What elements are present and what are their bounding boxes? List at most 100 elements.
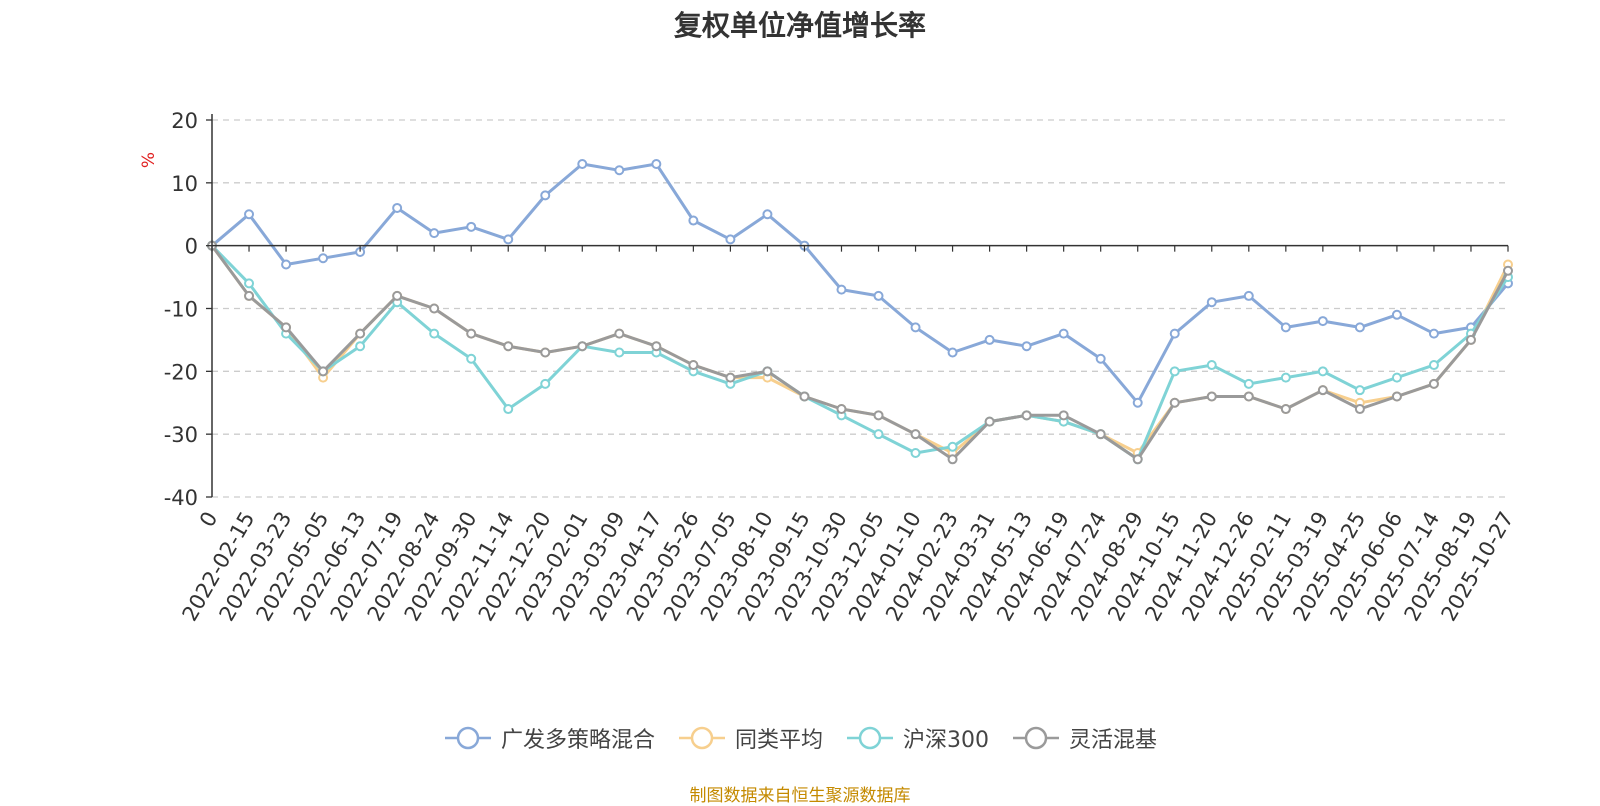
y-tick-label: -20 [164,360,198,384]
legend-item[interactable]: 同类平均 [677,722,823,754]
series-line [210,244,1510,455]
data-point [725,372,736,383]
legend-swatch [847,726,893,750]
legend-swatch [678,726,725,750]
data-point [281,259,292,270]
data-point [466,353,477,364]
data-point [1095,429,1106,440]
data-point [1206,297,1217,308]
data-point [836,284,847,295]
y-tick-label: -40 [164,486,198,510]
data-point [318,366,329,377]
data-point [429,328,440,339]
legend-label: 沪深300 [903,728,989,753]
data-point [466,221,477,232]
data-point [1021,341,1032,352]
data-point [1354,385,1365,396]
data-point [984,416,995,427]
data-point [540,347,551,358]
data-point [910,448,921,459]
source-note: 制图数据来自恒生聚源数据库 [689,786,911,806]
data-point [1391,309,1402,320]
axes: 20100-10-20-30-4002022-02-152022-03-2320… [164,109,1519,625]
data-point [1465,334,1476,345]
data-point [1132,397,1143,408]
data-point [244,209,255,220]
data-point [1243,391,1254,402]
legend-marker [858,726,882,750]
data-point [1391,372,1402,383]
data-point [503,234,514,245]
data-point [429,228,440,239]
data-point [355,328,366,339]
y-tick-label: -30 [164,423,198,447]
data-point [1391,391,1402,402]
data-point [799,391,810,402]
y-tick-label: 0 [185,235,198,259]
data-point [503,404,514,415]
data-point [947,441,958,452]
data-point [1280,322,1291,333]
data-point [688,360,699,371]
x-tick-label: 0 [195,508,222,532]
legend-item[interactable]: 沪深300 [845,722,989,754]
data-point [1354,322,1365,333]
legend-label: 灵活混基 [1069,728,1158,753]
data-point [1317,385,1328,396]
data-point [1169,397,1180,408]
data-point [725,234,736,245]
data-point [466,328,477,339]
data-point [1021,410,1032,421]
data-point [355,341,366,352]
data-point [1317,316,1328,327]
data-point [873,410,884,421]
data-point [577,341,588,352]
data-point [910,429,921,440]
data-point [540,190,551,201]
legend-swatch [444,726,491,750]
legend-marker [690,726,714,750]
data-point [1095,353,1106,364]
data-point [318,253,329,264]
data-point [1280,372,1291,383]
data-point [1206,360,1217,371]
data-point [1058,410,1069,421]
y-tick-label: -10 [164,298,198,322]
data-point [984,334,995,345]
series-lines [207,158,1513,465]
data-point [540,378,551,389]
data-point [688,215,699,226]
data-point [1169,328,1180,339]
data-point [392,202,403,213]
data-point [1503,265,1513,276]
data-point [873,429,884,440]
legend-marker [1024,726,1048,750]
data-point [1428,378,1439,389]
data-point [1243,290,1254,301]
data-point [1058,328,1069,339]
y-axis-unit-label: % [139,152,159,168]
data-point [651,341,662,352]
data-point [1243,378,1254,389]
legend-marker [456,726,480,750]
data-point [762,366,773,377]
legend-item[interactable]: 灵活混基 [1011,722,1157,754]
data-point [1280,404,1291,415]
data-point [614,328,625,339]
data-point [281,322,292,333]
data-point [947,347,958,358]
data-point [503,341,514,352]
data-point [1354,404,1365,415]
data-point [1206,391,1217,402]
legend: 广发多策略混合 同类平均 沪深300 灵活混基 [0,722,1600,754]
y-tick-label: 10 [171,172,198,196]
legend-item[interactable]: 广发多策略混合 [443,722,655,754]
data-point [836,404,847,415]
legend-label: 广发多策略混合 [500,728,655,753]
series-line [210,244,1510,461]
legend-label: 同类平均 [734,728,823,753]
data-point [1428,328,1439,339]
series-line [210,162,1510,405]
data-point [577,158,588,169]
